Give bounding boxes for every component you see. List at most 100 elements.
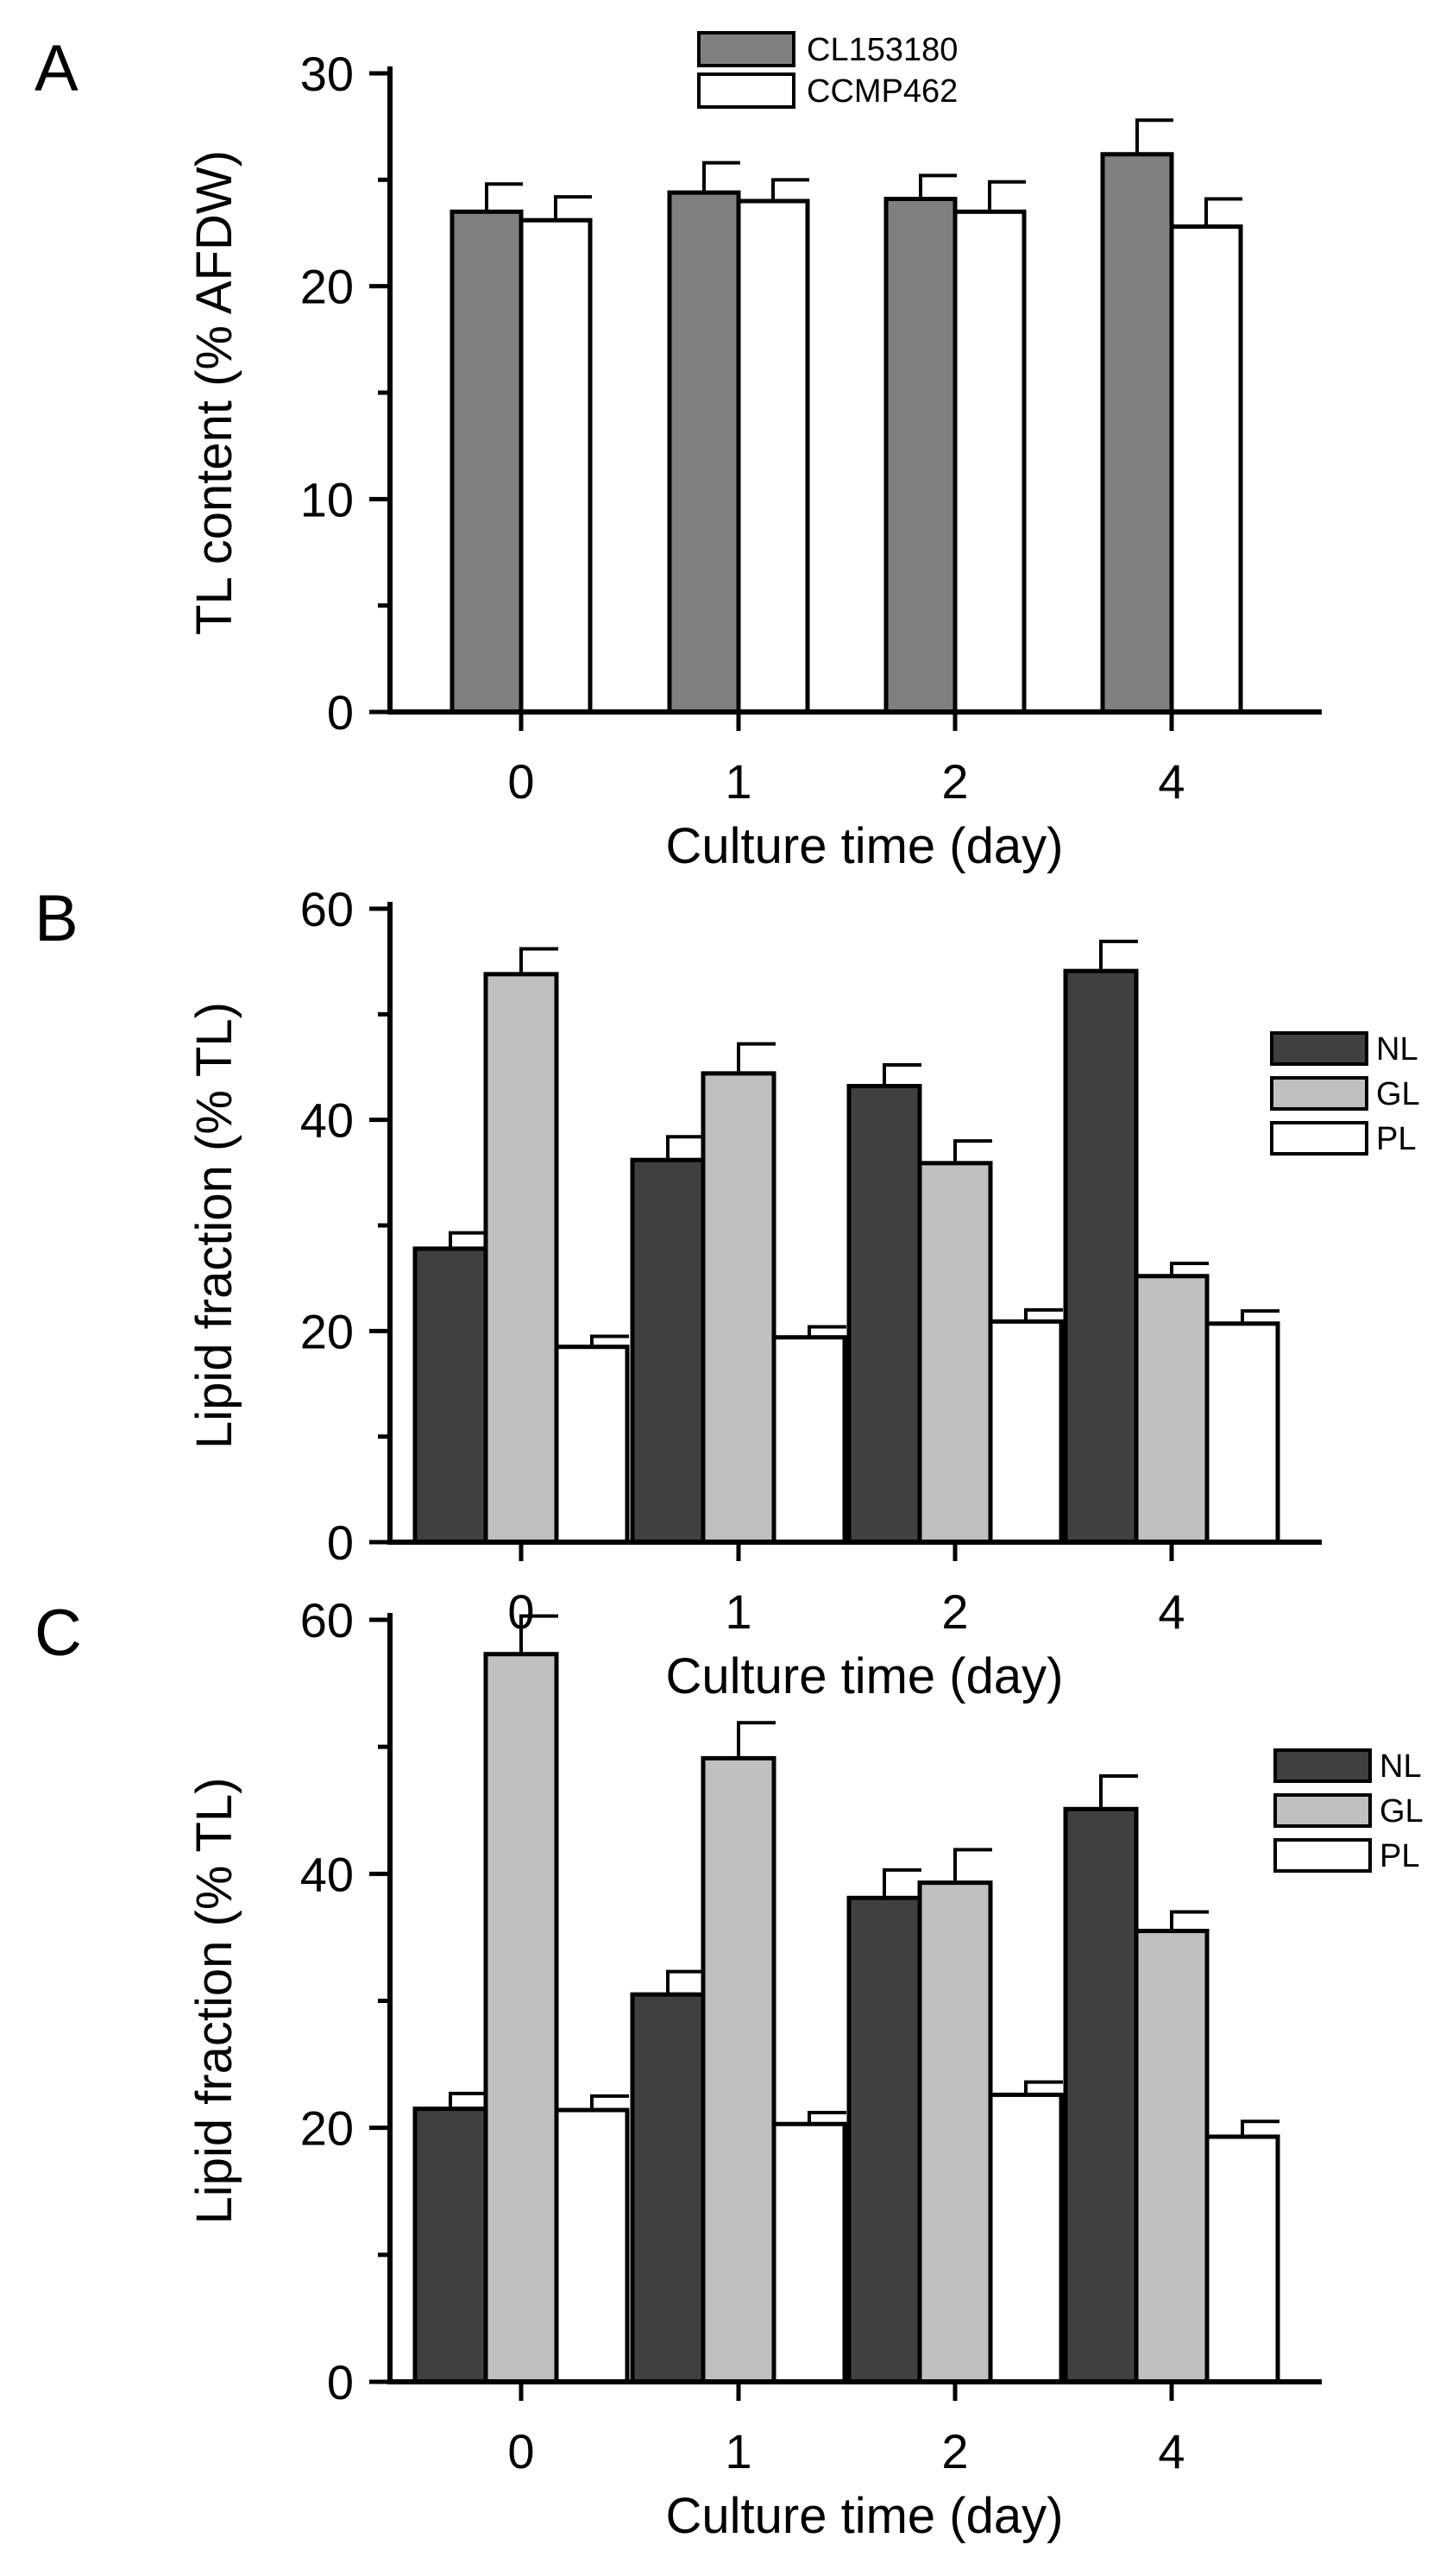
panel-label: A [35, 32, 79, 105]
bar-pl-0 [554, 2107, 630, 2384]
bar-pl-1 [771, 1335, 847, 1545]
error-bar-gl-4 [1170, 1262, 1209, 1276]
legend-label-ccmp462: CCMP462 [807, 73, 958, 110]
bar-gl-4 [1134, 1929, 1210, 2384]
bar-pl-4 [1204, 1321, 1280, 1545]
error-bar-ccmp462-0 [554, 195, 592, 221]
x-axis-title: Culture time (day) [666, 2488, 1064, 2544]
error-bar-nl-0 [449, 1231, 487, 1249]
bar-gl-0 [483, 1652, 559, 2384]
x-tick-label: 0 [507, 2424, 534, 2478]
bar-nl-0 [412, 1246, 488, 1545]
error-bar-gl-0 [519, 947, 558, 974]
y-axis-title: Lipid fraction (% TL) [186, 1778, 242, 2225]
bar-nl-2 [846, 1084, 922, 1545]
y-tick-label: 60 [300, 1593, 354, 1647]
error-bar-cl153180-1 [702, 161, 740, 193]
legend-label-cl153180: CL153180 [807, 32, 958, 68]
bar-pl-4 [1204, 2134, 1280, 2384]
legend-swatch-nl [1273, 1748, 1372, 1783]
legend-label-nl: NL [1376, 1031, 1418, 1068]
bar-gl-1 [701, 1071, 776, 1545]
error-bar-nl-0 [449, 2091, 487, 2109]
legend-label-gl: GL [1376, 1076, 1420, 1112]
x-tick-label: 2 [941, 2424, 968, 2478]
bar-pl-2 [988, 1319, 1064, 1545]
x-tick-label: 2 [941, 754, 968, 809]
bar-pl-0 [554, 1345, 630, 1545]
bar-gl-1 [701, 1755, 776, 2384]
error-bar-pl-0 [590, 1334, 629, 1347]
x-tick-label: 4 [1158, 754, 1185, 809]
legend-swatch-pl [1270, 1121, 1368, 1156]
y-tick-label: 20 [300, 2101, 354, 2156]
x-tick-label: 1 [725, 754, 751, 809]
legend-label-nl: NL [1380, 1748, 1422, 1785]
x-tick-label: 4 [1158, 1584, 1185, 1639]
bar-cl153180-2 [883, 197, 958, 715]
error-bar-gl-2 [953, 1139, 992, 1163]
error-bar-pl-1 [808, 1325, 846, 1338]
legend: NL GL PL [1273, 1748, 1424, 1874]
bar-cl153180-1 [667, 190, 741, 715]
error-bar-ccmp462-4 [1204, 197, 1242, 227]
error-bar-nl-4 [1099, 1774, 1138, 1810]
bar-cl153180-0 [450, 209, 524, 715]
bar-nl-4 [1063, 968, 1139, 1545]
bar-nl-1 [630, 1157, 706, 1545]
y-tick-label: 20 [300, 260, 354, 314]
legend-swatch-pl [1273, 1838, 1372, 1873]
error-bar-pl-0 [590, 2094, 629, 2111]
error-bar-nl-1 [666, 1135, 705, 1161]
y-axis-title: Lipid fraction (% TL) [186, 1002, 242, 1449]
x-tick-label: 1 [725, 2424, 751, 2478]
bar-cl153180-4 [1100, 152, 1174, 715]
bar-gl-4 [1134, 1274, 1210, 1545]
panel-label: B [35, 882, 79, 955]
error-bar-cl153180-0 [485, 182, 523, 212]
y-axis-title: TL content (% AFDW) [186, 150, 242, 635]
error-bar-nl-2 [883, 1867, 921, 1899]
legend-swatch-ccmp462 [697, 72, 795, 109]
error-bar-pl-4 [1241, 2119, 1279, 2137]
y-tick-label: 20 [300, 1304, 354, 1358]
error-bar-pl-4 [1241, 1309, 1279, 1324]
y-tick-label: 60 [300, 882, 354, 936]
error-bar-gl-2 [953, 1848, 992, 1883]
error-bar-ccmp462-1 [771, 178, 809, 201]
error-bar-pl-2 [1024, 1307, 1063, 1322]
error-bar-ccmp462-2 [988, 180, 1026, 212]
legend: NL GL PL [1270, 1031, 1420, 1157]
panel-label: C [35, 1597, 82, 1670]
y-tick-label: 30 [300, 47, 354, 101]
bar-nl-4 [1063, 1806, 1139, 2384]
legend-swatch-gl [1273, 1793, 1372, 1828]
legend-swatch-gl [1270, 1076, 1368, 1111]
bar-nl-0 [412, 2107, 488, 2384]
error-bar-nl-1 [666, 1969, 705, 1995]
error-bar-gl-4 [1170, 1910, 1209, 1931]
x-tick-label: 2 [941, 1584, 968, 1639]
bar-gl-2 [917, 1880, 993, 2384]
x-tick-label: 1 [725, 1584, 751, 1639]
error-bar-cl153180-2 [919, 173, 957, 199]
y-tick-label: 0 [327, 1515, 354, 1570]
bar-gl-0 [483, 972, 559, 1545]
error-bar-cl153180-4 [1135, 118, 1173, 154]
error-bar-gl-1 [737, 1042, 776, 1074]
x-tick-label: 4 [1158, 2424, 1185, 2478]
y-tick-label: 40 [300, 1093, 354, 1148]
y-tick-label: 40 [300, 1847, 354, 1901]
error-bar-gl-0 [519, 1614, 558, 1654]
legend: CL153180 CCMP462 [697, 31, 958, 110]
bar-ccmp462-1 [736, 198, 810, 715]
bar-pl-2 [988, 2092, 1064, 2384]
x-tick-label: 0 [507, 754, 534, 809]
bar-gl-2 [917, 1161, 993, 1545]
legend-swatch-nl [1270, 1031, 1368, 1066]
bar-ccmp462-4 [1169, 224, 1243, 715]
error-bar-gl-1 [737, 1721, 776, 1759]
